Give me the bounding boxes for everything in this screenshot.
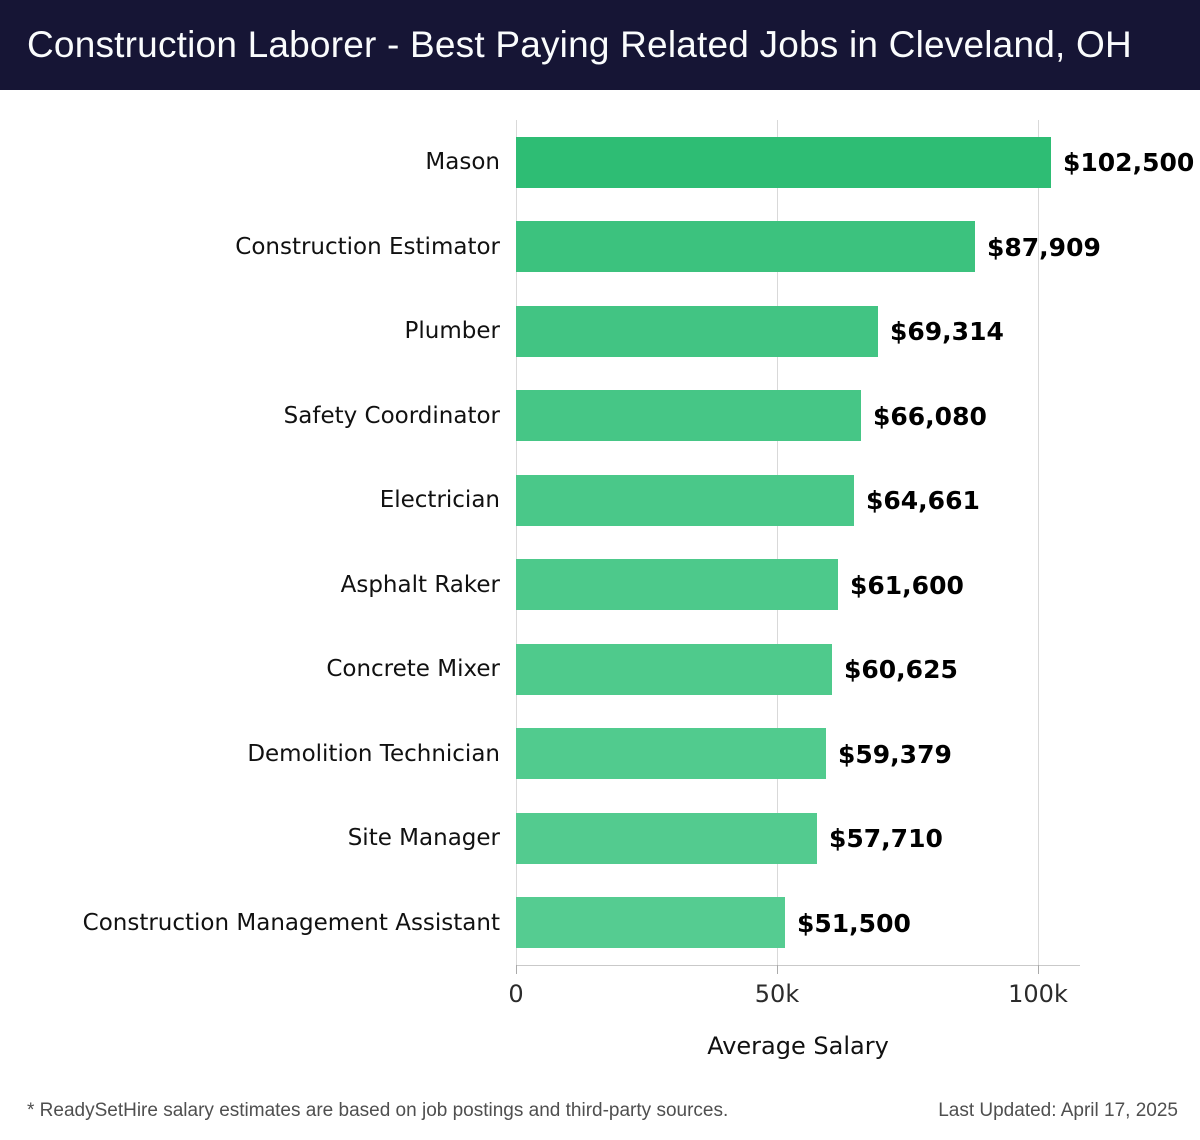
bar bbox=[516, 897, 785, 948]
value-label: $59,379 bbox=[838, 739, 952, 769]
bar bbox=[516, 559, 838, 610]
value-label: $66,080 bbox=[873, 401, 987, 431]
bar bbox=[516, 644, 832, 695]
plot-area: $102,500 $87,909 $69,314 $66,080 $64,661 $61,… bbox=[516, 120, 1194, 965]
x-tick-label: 100k bbox=[1008, 980, 1068, 1008]
bar bbox=[516, 306, 878, 357]
category-label: Electrician bbox=[379, 487, 500, 513]
x-tick-label: 50k bbox=[754, 980, 800, 1008]
category-label: Plumber bbox=[404, 318, 500, 344]
x-axis-title: Average Salary bbox=[707, 1032, 889, 1060]
x-axis-line bbox=[516, 965, 1080, 966]
bar bbox=[516, 221, 975, 272]
x-tick-label: 0 bbox=[508, 980, 524, 1008]
bar bbox=[516, 728, 826, 779]
category-label: Mason bbox=[425, 149, 500, 175]
category-label: Demolition Technician bbox=[247, 741, 500, 767]
bar bbox=[516, 390, 861, 441]
x-tick-mark bbox=[516, 965, 517, 974]
value-label: $64,661 bbox=[866, 485, 980, 515]
category-label: Construction Management Assistant bbox=[82, 910, 500, 936]
category-label: Safety Coordinator bbox=[283, 403, 500, 429]
value-label: $87,909 bbox=[987, 232, 1101, 262]
footer-note: * ReadySetHire salary estimates are base… bbox=[27, 1100, 729, 1121]
value-label: $102,500 bbox=[1063, 147, 1195, 177]
value-label: $57,710 bbox=[829, 823, 943, 853]
category-label: Concrete Mixer bbox=[326, 656, 500, 682]
value-label: $61,600 bbox=[850, 570, 964, 600]
bar bbox=[516, 475, 854, 526]
gridline bbox=[1038, 120, 1039, 965]
category-axis: Mason Construction Estimator Plumber Safety… bbox=[0, 120, 500, 965]
chart-header: Construction Laborer - Best Paying Relat… bbox=[0, 0, 1200, 90]
category-label: Construction Estimator bbox=[235, 234, 500, 260]
x-tick-mark bbox=[1038, 965, 1039, 974]
footer-last-updated: Last Updated: April 17, 2025 bbox=[938, 1100, 1178, 1121]
category-label: Asphalt Raker bbox=[340, 572, 500, 598]
category-label: Site Manager bbox=[347, 825, 500, 851]
value-label: $69,314 bbox=[890, 316, 1004, 346]
value-label: $60,625 bbox=[844, 654, 958, 684]
chart-title: Construction Laborer - Best Paying Relat… bbox=[27, 24, 1132, 65]
x-tick-mark bbox=[777, 965, 778, 974]
bar bbox=[516, 137, 1051, 188]
gridline bbox=[516, 120, 517, 965]
value-label: $51,500 bbox=[797, 908, 911, 938]
bar bbox=[516, 813, 817, 864]
gridline bbox=[777, 120, 778, 965]
